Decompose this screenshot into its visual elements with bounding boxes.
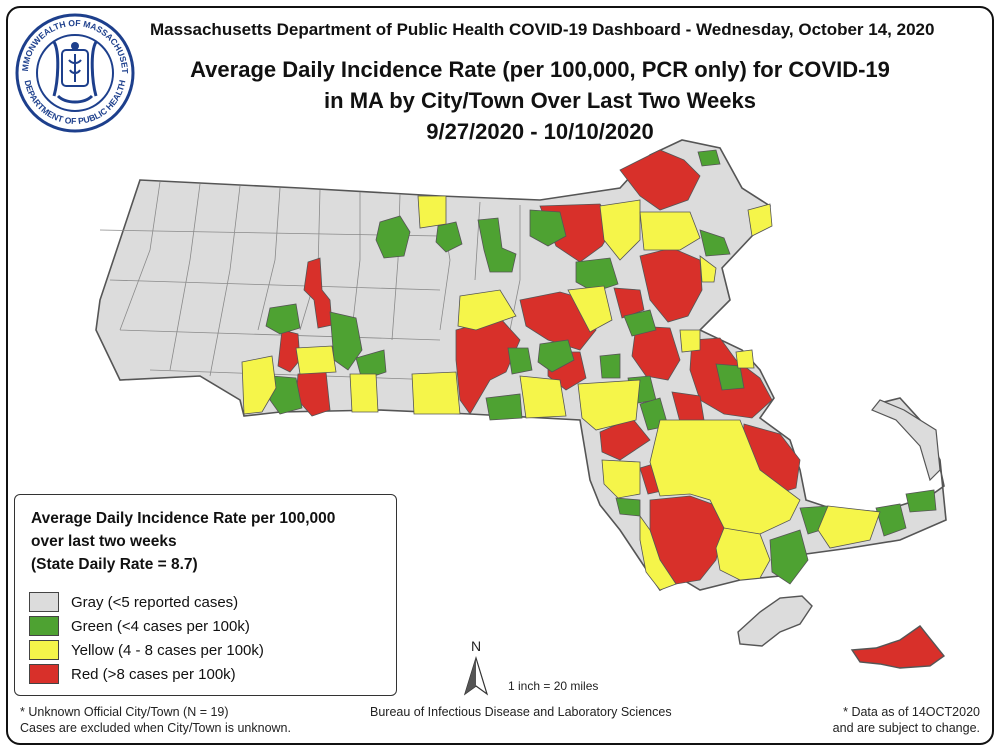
legend-label-yellow: Yellow (4 - 8 cases per 100k) — [71, 641, 264, 659]
legend-swatch-yellow — [29, 640, 59, 660]
town-green — [715, 363, 745, 391]
legend-title-line1: Average Daily Incidence Rate per 100,000 — [31, 510, 336, 527]
town-green — [355, 349, 387, 381]
town-yellow — [601, 459, 641, 499]
town-green — [537, 339, 575, 373]
legend-title-line3: (State Daily Rate = 8.7) — [31, 556, 198, 573]
town-green — [477, 217, 517, 273]
legend-swatch-green — [29, 616, 59, 636]
map-title-line2: in MA by City/Town Over Last Two Weeks — [324, 88, 756, 113]
town-yellow — [679, 329, 701, 353]
town-green — [599, 353, 621, 379]
map-title-line3: 9/27/2020 - 10/10/2020 — [426, 119, 654, 144]
town-yellow — [817, 505, 881, 549]
legend-title: Average Daily Incidence Rate per 100,000… — [31, 507, 335, 576]
town-green — [769, 529, 809, 585]
town-yellow — [747, 203, 773, 237]
north-label: N — [471, 638, 481, 654]
town-red — [455, 317, 521, 415]
unknown-town-footnote: * Unknown Official City/Town (N = 19) Ca… — [20, 704, 291, 736]
town-green — [875, 503, 907, 537]
legend: Average Daily Incidence Rate per 100,000… — [14, 494, 397, 696]
data-line1: * Data as of 14OCT2020 — [843, 705, 980, 719]
town-red — [277, 329, 301, 373]
town-green — [529, 209, 567, 247]
north-arrow-icon: N — [463, 638, 489, 696]
town-yellow — [599, 199, 641, 261]
legend-swatch-red — [29, 664, 59, 684]
town-yellow — [411, 371, 461, 415]
town-green — [697, 149, 721, 167]
town-yellow — [295, 345, 337, 375]
town-yellow — [735, 349, 755, 369]
town-red — [631, 325, 681, 381]
map-title-line1: Average Daily Incidence Rate (per 100,00… — [190, 57, 890, 82]
legend-item-gray: Gray (<5 reported cases) — [29, 591, 238, 613]
dph-seal-logo: COMMONWEALTH OF MASSACHUSETTS DEPARTMENT… — [14, 12, 135, 133]
town-green — [615, 497, 641, 517]
town-green — [375, 215, 411, 259]
town-yellow — [577, 379, 641, 431]
data-line2: and are subject to change. — [832, 721, 980, 735]
colored-towns — [241, 149, 937, 591]
legend-item-red: Red (>8 cases per 100k) — [29, 663, 236, 685]
dashboard-frame — [6, 6, 994, 745]
town-yellow — [349, 373, 379, 413]
town-yellow — [567, 285, 613, 333]
town-green — [507, 347, 533, 375]
bureau-text: Bureau of Infectious Disease and Laborat… — [370, 705, 672, 719]
data-date-footnote: * Data as of 14OCT2020 and are subject t… — [790, 704, 980, 736]
unknown-line2: Cases are excluded when City/Town is unk… — [20, 721, 291, 735]
town-yellow — [519, 375, 567, 419]
town-yellow — [699, 255, 717, 283]
marthas-vineyard — [737, 595, 813, 647]
cape-cod-outer — [871, 399, 941, 482]
legend-item-green: Green (<4 cases per 100k) — [29, 615, 250, 637]
town-yellow — [417, 195, 447, 229]
scale-text: 1 inch = 20 miles — [508, 679, 599, 693]
legend-item-yellow: Yellow (4 - 8 cases per 100k) — [29, 639, 264, 661]
legend-title-line2: over last two weeks — [31, 533, 177, 550]
legend-label-red: Red (>8 cases per 100k) — [71, 665, 236, 683]
town-red — [613, 287, 645, 319]
town-green — [905, 489, 937, 513]
town-green — [485, 393, 523, 421]
town-yellow — [715, 527, 771, 581]
town-red — [619, 149, 701, 211]
town-yellow — [241, 355, 277, 415]
town-green — [265, 303, 301, 335]
map-title: Average Daily Incidence Rate (per 100,00… — [140, 54, 940, 147]
legend-label-green: Green (<4 cases per 100k) — [71, 617, 250, 635]
unknown-line1: * Unknown Official City/Town (N = 19) — [20, 705, 229, 719]
town-green — [329, 311, 363, 371]
town-green — [623, 309, 657, 337]
town-yellow — [639, 514, 677, 591]
nantucket — [850, 625, 946, 669]
town-green — [575, 257, 619, 293]
town-green — [699, 229, 731, 257]
legend-label-gray: Gray (<5 reported cases) — [71, 593, 239, 611]
town-yellow — [639, 211, 701, 251]
town-yellow — [457, 289, 517, 331]
dashboard-title: Massachusetts Department of Public Healt… — [150, 20, 935, 39]
legend-swatch-gray — [29, 592, 59, 612]
town-green — [435, 221, 463, 253]
